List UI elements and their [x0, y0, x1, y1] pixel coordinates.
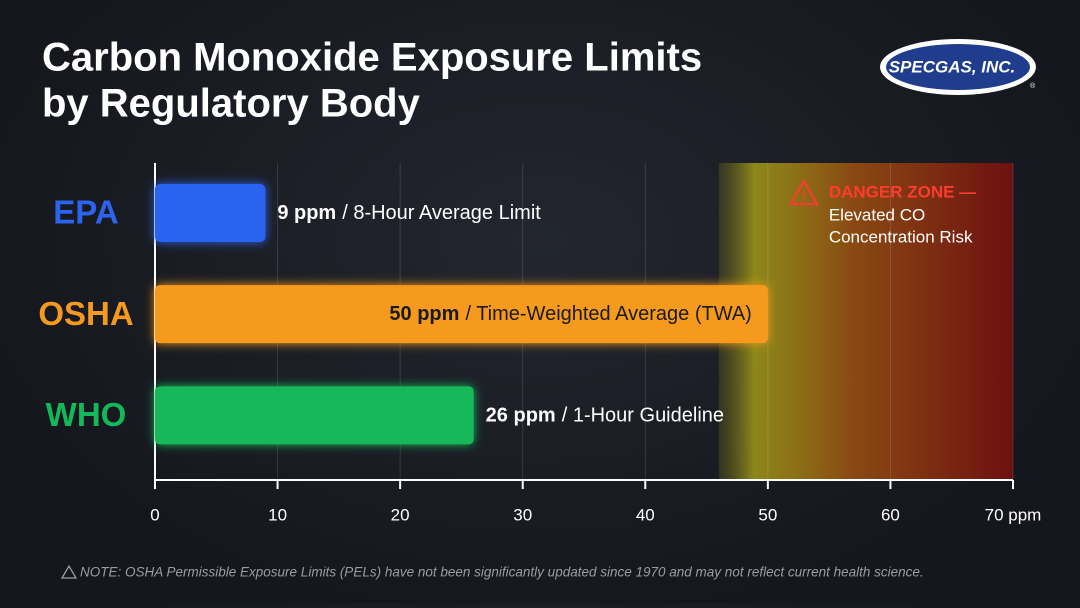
x-tick-label: 60 — [881, 505, 900, 524]
x-tick-label: 30 — [513, 505, 532, 524]
value-label: 50 ppm / Time-Weighted Average (TWA) — [389, 303, 751, 325]
danger-text: Concentration Risk — [829, 227, 973, 246]
value-number: 26 ppm — [486, 405, 556, 427]
value-label: 26 ppm / 1-Hour Guideline — [486, 405, 724, 427]
x-tick-label: 50 — [758, 505, 777, 524]
x-tick-label: 40 — [636, 505, 655, 524]
x-tick-label: 70 ppm — [985, 505, 1042, 524]
logo-inner — [886, 44, 1030, 90]
x-tick-label: 10 — [268, 505, 287, 524]
value-number: 9 ppm — [277, 202, 336, 224]
logo-mark: ® — [1030, 82, 1036, 90]
value-description: / Time-Weighted Average (TWA) — [465, 303, 751, 325]
category-label: EPA — [53, 194, 118, 231]
value-description: / 8-Hour Average Limit — [342, 202, 541, 224]
warning-bang: ! — [802, 187, 806, 202]
value-number: 50 ppm — [389, 303, 459, 325]
bar — [155, 285, 768, 344]
x-tick-label: 0 — [150, 505, 159, 524]
x-tick-label: 20 — [391, 505, 410, 524]
value-description: / 1-Hour Guideline — [562, 405, 724, 427]
danger-text: Elevated CO — [829, 205, 925, 224]
chart-title: by Regulatory Body — [42, 82, 421, 126]
logo-text: SPECGAS, INC. — [889, 57, 1016, 76]
logo: SPECGAS, INC. ® — [880, 39, 1036, 95]
note: NOTE: OSHA Permissible Exposure Limits (… — [60, 564, 924, 580]
value-label: 9 ppm / 8-Hour Average Limit — [277, 202, 541, 224]
bar — [155, 386, 474, 445]
category-label: OSHA — [38, 295, 133, 332]
category-label: WHO — [46, 396, 127, 433]
danger-title: DANGER ZONE — — [829, 182, 976, 201]
note-text: NOTE: OSHA Permissible Exposure Limits (… — [80, 565, 924, 580]
chart-title: Carbon Monoxide Exposure Limits — [42, 36, 702, 80]
note-icon — [60, 564, 78, 579]
bar — [155, 184, 266, 242]
warning-icon — [788, 178, 819, 206]
